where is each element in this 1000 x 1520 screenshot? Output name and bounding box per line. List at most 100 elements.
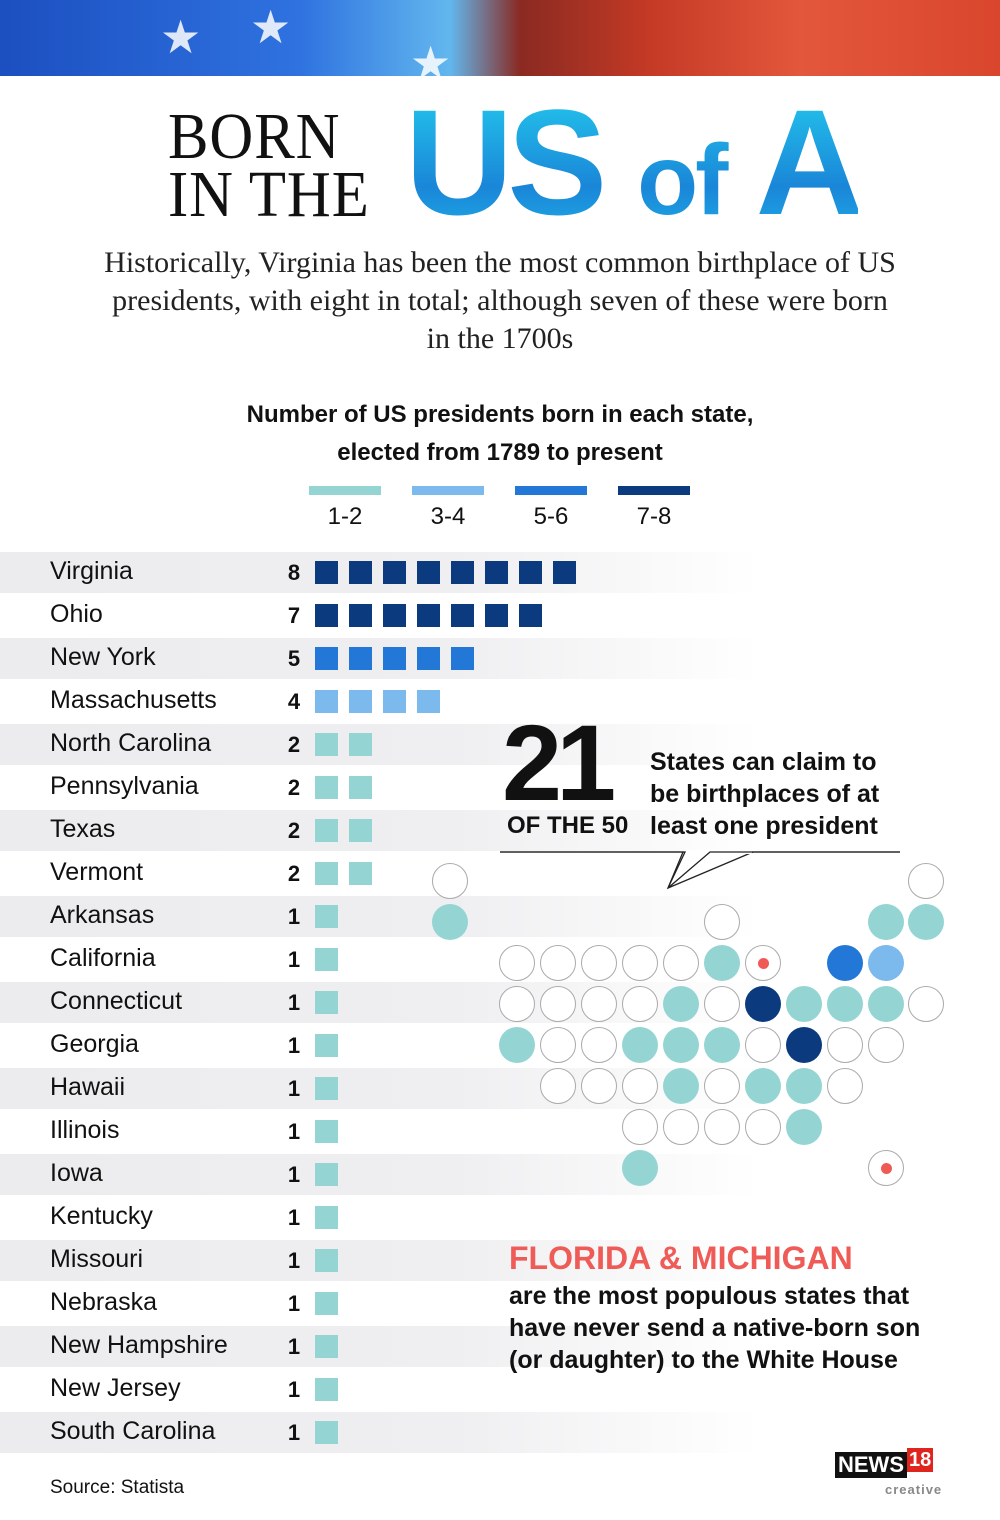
state-tile-empty [581,1068,617,1104]
chart-title-line1: Number of US presidents born in each sta… [246,401,754,428]
star-icon: ★ [160,11,202,63]
state-value: 4 [287,689,301,714]
subtitle: Historically, Virginia has been the most… [104,246,896,355]
state-tile-filled [663,986,699,1022]
bar-square [451,561,474,584]
bar-square [315,690,338,713]
state-name: South Carolina [50,1417,216,1445]
state-value: 1 [287,1162,301,1187]
state-tile-empty [745,1109,781,1145]
state-tile-empty [499,986,535,1022]
title-line2: IN THE [168,158,370,231]
legend-item: 7-8 [618,486,690,531]
state-tile-empty [581,1027,617,1063]
state-tile-filled [786,1109,822,1145]
state-value: 2 [287,818,301,843]
bar-square [315,819,338,842]
state-tile-filled [499,1027,535,1063]
bar-square [485,561,508,584]
state-tile-highlighted [868,1150,904,1186]
state-name: Arkansas [50,901,155,929]
state-tile-empty [704,986,740,1022]
bar-square [349,862,372,885]
state-tile-filled [663,1068,699,1104]
of-the-50: OF THE 50 [507,812,629,839]
bar-square [383,647,406,670]
state-value: 1 [287,1291,301,1316]
state-name: Massachusetts [50,686,217,714]
legend-swatch [618,486,690,495]
state-tile-empty [745,1027,781,1063]
state-tile-empty [581,986,617,1022]
legend-label: 3-4 [430,503,466,530]
state-name: Illinois [50,1116,120,1144]
bar-square [315,1206,338,1229]
state-value: 1 [287,1377,301,1402]
bar-square [349,733,372,756]
state-name: North Carolina [50,729,212,757]
bar-square [315,776,338,799]
state-tile-filled [622,1150,658,1186]
state-tile-empty [581,945,617,981]
source: Source: Statista [50,1477,185,1498]
bar-square [315,1378,338,1401]
speech-bubble-line [500,850,900,890]
state-value: 1 [287,1119,301,1144]
state-name: Georgia [50,1030,139,1058]
state-tile-filled [745,1068,781,1104]
state-tile-empty [499,945,535,981]
marker-dot-icon [881,1163,892,1174]
state-name: Vermont [50,858,144,886]
bar-square [315,1077,338,1100]
state-value: 1 [287,1420,301,1445]
title-of: of [637,124,726,236]
state-tile-filled [868,904,904,940]
callout-line1: States can claim to [650,748,877,776]
bar-square [383,604,406,627]
state-tile-empty [540,945,576,981]
star-icon: ★ [250,1,292,53]
bar-row: Georgia 1 [0,1025,760,1066]
state-tile-filled [827,986,863,1022]
state-tile-filled [827,945,863,981]
state-value: 2 [287,861,301,886]
state-tile-empty [540,986,576,1022]
bar-square [485,604,508,627]
state-tile-filled [432,904,468,940]
bar-row: Arkansas 1 [0,896,760,937]
state-value: 1 [287,1205,301,1230]
bar-row: New Jersey 1 [0,1369,760,1410]
bar-square [315,1335,338,1358]
state-name: Texas [50,815,116,843]
bar-square [315,604,338,627]
bar-row: Ohio 7 [0,595,760,636]
bar-row: New Hampshire 1 [0,1326,760,1367]
state-tile-filled [704,1027,740,1063]
state-tile-empty [540,1068,576,1104]
bar-row: Vermont 2 [0,853,760,894]
state-name: New Jersey [50,1374,181,1402]
state-tile-empty [622,945,658,981]
callout-line3: least one president [650,812,878,840]
legend-swatch [412,486,484,495]
state-tile-empty [868,1027,904,1063]
state-value: 7 [287,603,301,628]
bar-row: Virginia 8 [0,552,760,593]
bar-square [383,561,406,584]
flag-banner-image: ★ ★ ★ [0,0,1000,86]
state-name: Pennsylvania [50,772,199,800]
bar-square [315,1163,338,1186]
state-name: Iowa [50,1159,103,1187]
state-value: 2 [287,732,301,757]
state-value: 1 [287,1334,301,1359]
state-value: 8 [287,560,301,585]
bar-row: South Carolina 1 [0,1412,760,1453]
logo-sub: creative [885,1482,943,1497]
bar-row: Massachusetts 4 [0,681,760,722]
bar-square [315,1249,338,1272]
bar-row: North Carolina 2 [0,724,760,765]
state-value: 2 [287,775,301,800]
state-value: 1 [287,904,301,929]
bar-square [315,862,338,885]
bar-square [451,604,474,627]
